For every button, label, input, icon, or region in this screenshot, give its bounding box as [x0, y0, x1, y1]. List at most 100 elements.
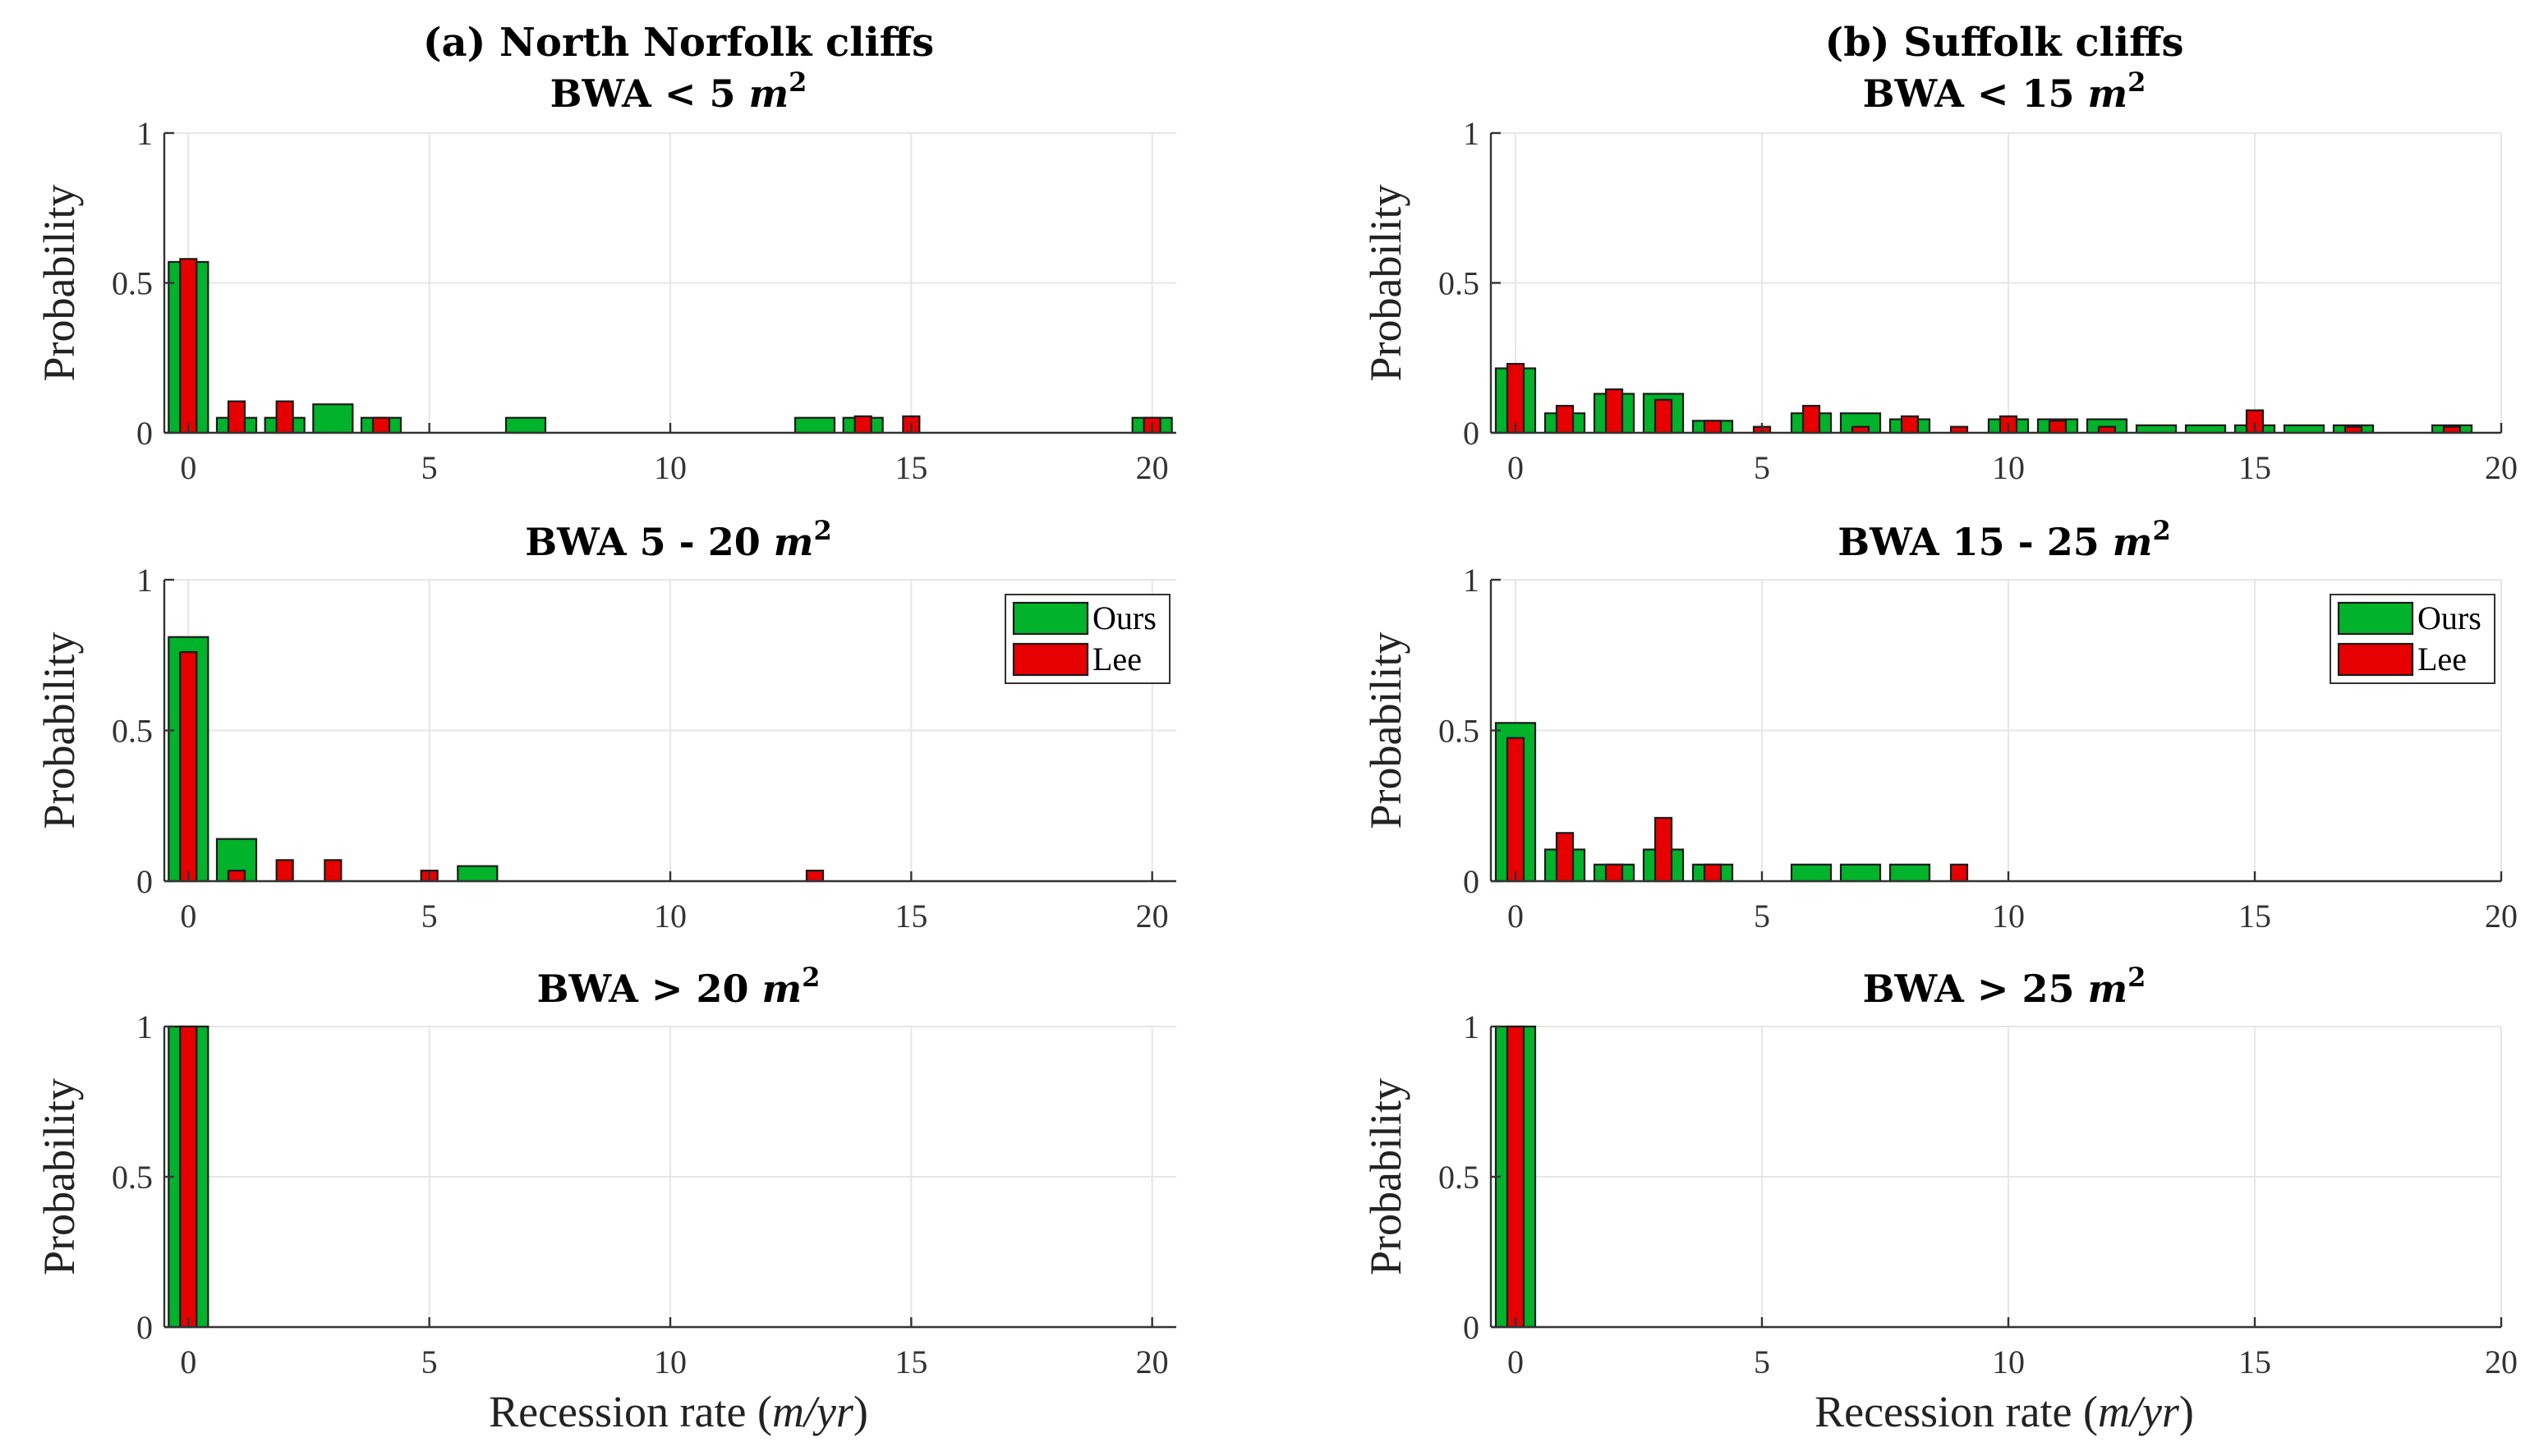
bar-lee: [1801, 405, 1821, 434]
x-tick-label: 0: [180, 1343, 196, 1380]
y-tick-label: 0.5: [1438, 1159, 1479, 1196]
x-tick-label: 10: [1992, 898, 2025, 935]
legend-swatch-lee: [2337, 642, 2414, 677]
y-tick-label: 1: [136, 115, 153, 152]
bar-lee: [1654, 398, 1673, 434]
y-axis-label: Probability: [34, 1078, 84, 1275]
bar-ours: [312, 403, 354, 434]
bar-lee: [1900, 415, 1920, 434]
y-tick-label: 0.5: [1438, 265, 1479, 302]
y-axis-label: Probability: [1361, 632, 1410, 829]
x-tick-label: 20: [2485, 449, 2518, 486]
x-tick-label: 5: [421, 449, 438, 486]
y-tick-label: 0.5: [112, 1159, 153, 1196]
legend-label-lee: Lee: [1092, 641, 1142, 677]
x-axis-label: Recession rate (m/yr): [489, 1387, 868, 1436]
bar-lee: [179, 258, 198, 434]
x-tick-label: 15: [2238, 1343, 2271, 1380]
x-tick-label: 10: [654, 449, 687, 486]
y-tick-label: 0: [1463, 863, 1479, 900]
y-tick-label: 0.5: [112, 265, 153, 302]
x-tick-label: 0: [180, 898, 196, 935]
legend-label-ours: Ours: [1092, 599, 1157, 636]
bar-lee: [227, 400, 246, 434]
column-title: (b) Suffolk cliffs: [1825, 20, 2184, 66]
bar-lee: [275, 859, 294, 883]
y-axis-label: Probability: [1361, 1078, 1410, 1275]
y-tick-label: 0.5: [112, 713, 153, 750]
x-tick-label: 5: [1754, 449, 1770, 486]
y-tick-label: 1: [1463, 562, 1479, 599]
y-tick-label: 0: [136, 863, 153, 900]
y-tick-label: 1: [1463, 1008, 1479, 1045]
x-tick-label: 15: [2238, 898, 2271, 935]
x-tick-label: 15: [895, 1343, 927, 1380]
legend-swatch-ours: [1012, 601, 1089, 636]
x-tick-label: 20: [2485, 1343, 2518, 1380]
y-tick-label: 0: [1463, 415, 1479, 452]
y-tick-label: 1: [136, 562, 153, 599]
bar-lee: [1949, 863, 1969, 883]
bar-lee: [324, 859, 343, 883]
x-tick-label: 10: [1992, 1343, 2025, 1380]
x-tick-label: 10: [1992, 449, 2025, 486]
y-tick-label: 0: [136, 1309, 153, 1346]
bar-ours: [457, 865, 499, 883]
bar-ours: [1888, 863, 1931, 883]
x-tick-label: 5: [1754, 898, 1770, 935]
bar-lee: [1506, 737, 1525, 883]
x-tick-label: 0: [180, 449, 196, 486]
panel-title: BWA < 15 m2: [1863, 67, 2146, 116]
x-tick-label: 20: [1136, 898, 1169, 935]
y-axis-label: Probability: [34, 185, 84, 382]
x-tick-label: 5: [1754, 1343, 1770, 1380]
bar-lee: [1506, 1025, 1525, 1329]
bar-ours: [215, 838, 258, 883]
legend: Ours Lee: [1005, 594, 1171, 684]
bar-lee: [1555, 832, 1575, 883]
y-tick-label: 0: [136, 415, 153, 452]
bar-lee: [805, 870, 825, 883]
bar-lee: [1604, 863, 1624, 883]
panel-title: BWA 15 - 25 m2: [1838, 515, 2170, 564]
x-tick-label: 5: [421, 898, 438, 935]
x-tick-label: 20: [1136, 449, 1169, 486]
legend: Ours Lee: [2330, 594, 2495, 684]
bar-lee: [275, 400, 294, 434]
x-axis-label: Recession rate (m/yr): [1815, 1387, 2194, 1436]
y-axis-label: Probability: [34, 632, 84, 829]
bar-lee: [1555, 405, 1575, 434]
bar-ours: [793, 416, 836, 434]
bar-ours: [1839, 863, 1882, 883]
bar-lee: [1703, 863, 1723, 883]
y-tick-label: 0.5: [1438, 713, 1479, 750]
bar-lee: [227, 870, 246, 883]
bar-ours: [2184, 424, 2227, 434]
panel-title: BWA < 5 m2: [550, 67, 807, 116]
legend-swatch-lee: [1012, 642, 1089, 677]
legend-label-ours: Ours: [2417, 599, 2482, 636]
x-tick-label: 0: [1507, 1343, 1524, 1380]
bar-lee: [1703, 420, 1723, 434]
bar-lee: [1506, 362, 1525, 434]
bar-lee: [2048, 420, 2068, 434]
y-tick-label: 1: [1463, 115, 1479, 152]
y-tick-label: 0: [1463, 1309, 1479, 1346]
x-tick-label: 15: [895, 449, 927, 486]
x-tick-label: 5: [421, 1343, 438, 1380]
bar-ours: [1790, 863, 1833, 883]
legend-label-lee: Lee: [2417, 641, 2467, 677]
bar-ours: [504, 416, 547, 434]
y-axis-label: Probability: [1361, 185, 1410, 382]
x-tick-label: 10: [654, 1343, 687, 1380]
x-tick-label: 10: [654, 898, 687, 935]
x-tick-label: 20: [2485, 898, 2518, 935]
bar-lee: [1604, 388, 1624, 434]
bar-lee: [371, 416, 391, 434]
